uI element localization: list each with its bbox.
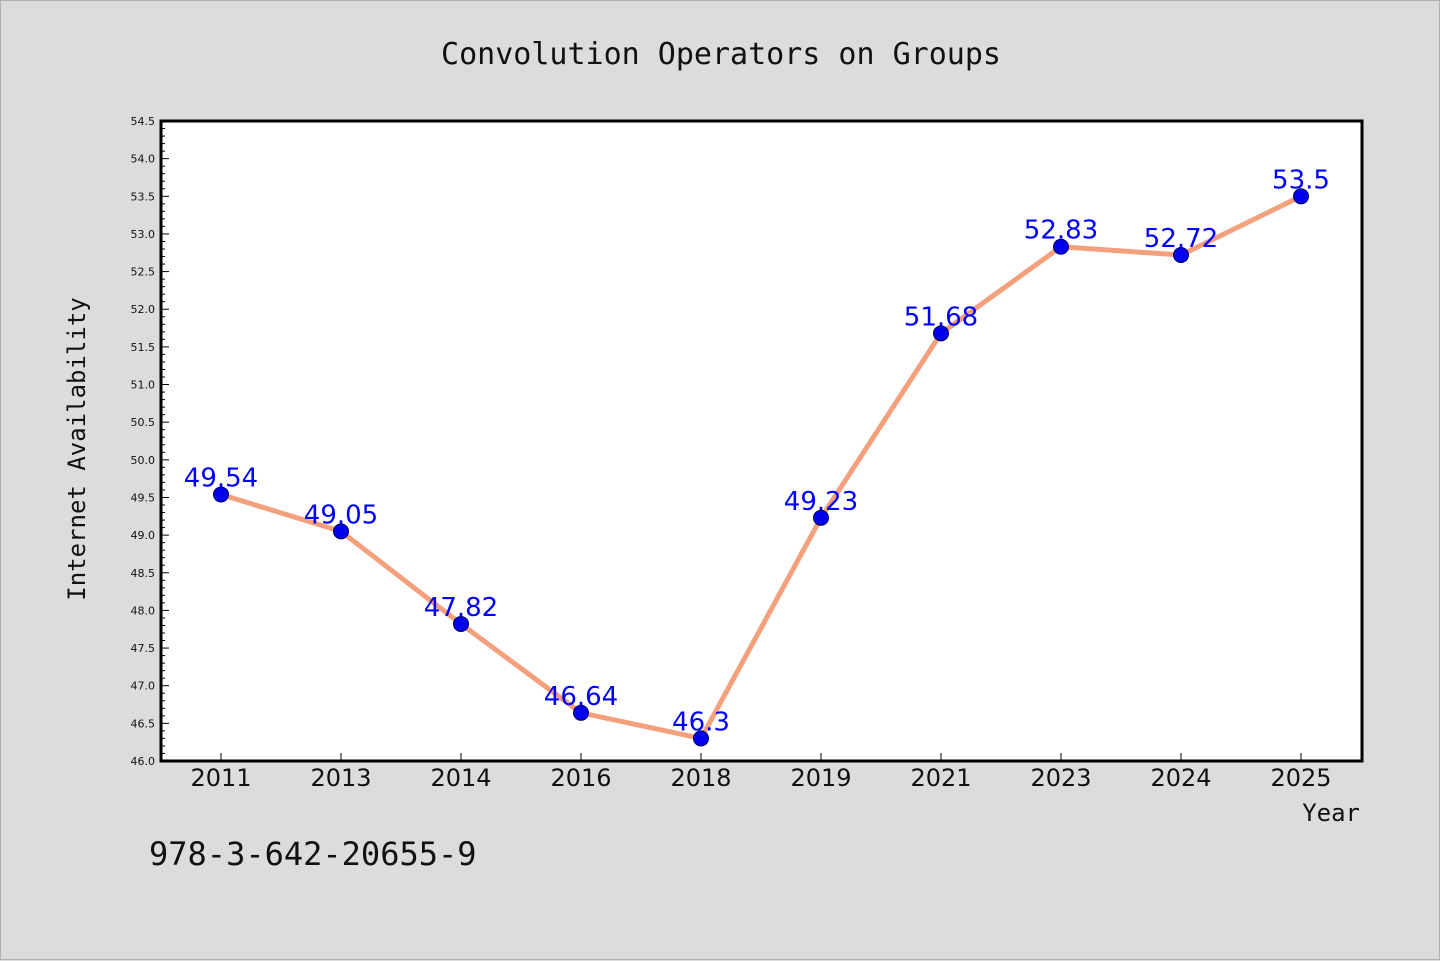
- data-label: 46.64: [544, 682, 618, 712]
- data-point: [813, 509, 829, 526]
- chart-title: Convolution Operators on Groups: [441, 37, 1001, 72]
- y-axis: 46.0 46.5 47.0 47.5 48.0 48.5 49.0 49.5 50.0 50.5…: [131, 115, 169, 768]
- y-tick-label: 47.0: [131, 680, 156, 693]
- x-tick-label: 2018: [670, 764, 731, 792]
- data-point: [573, 704, 589, 721]
- y-tick-label: 51.0: [131, 379, 156, 392]
- data-point: [1053, 238, 1069, 255]
- y-tick-label: 48.5: [131, 567, 156, 580]
- x-tick-label: 2014: [430, 764, 491, 792]
- y-tick-label: 50.0: [131, 454, 156, 467]
- data-label: 47.82: [424, 593, 498, 623]
- y-tick-label: 54.5: [131, 115, 156, 128]
- data-point: [933, 325, 949, 342]
- data-point: [1173, 247, 1189, 264]
- plot-area: [159, 119, 1364, 763]
- y-tick-label: 49.5: [131, 491, 156, 504]
- x-tick-label: 2024: [1150, 764, 1211, 792]
- x-tick-label: 2021: [910, 764, 971, 792]
- series-line: [218, 193, 1304, 741]
- x-axis: 2011 2013 2014 2016 2018 2019 2021 2023 2024 2025: [190, 753, 1332, 792]
- x-axis-label: Year: [1302, 799, 1360, 827]
- data-point: [1293, 188, 1309, 205]
- y-axis-label: Internet Availability: [63, 297, 91, 600]
- data-point: [693, 730, 709, 747]
- y-tick-label: 48.0: [131, 604, 156, 617]
- x-tick-label: 2025: [1270, 764, 1331, 792]
- x-tick-label: 2016: [550, 764, 611, 792]
- data-label: 49.23: [784, 487, 858, 517]
- data-label: 46.3: [672, 707, 730, 737]
- data-label: 52.83: [1024, 216, 1098, 246]
- x-tick-label: 2019: [790, 764, 851, 792]
- series-layer: 49.54 49.05 47.82 46.64 46.3 49.23 51.68 52.83 5…: [184, 165, 1330, 747]
- data-label: 49.54: [184, 463, 258, 493]
- y-tick-label: 46.5: [131, 717, 156, 730]
- data-point: [453, 615, 469, 632]
- footnote-isbn: 978-3-642-20655-9: [149, 835, 477, 873]
- y-tick-label: 54.0: [131, 153, 156, 166]
- data-label: 49.05: [304, 500, 378, 530]
- data-label: 53.5: [1272, 165, 1330, 195]
- x-tick-label: 2011: [190, 764, 251, 792]
- y-tick-label: 53.0: [131, 228, 156, 241]
- data-label: 51.68: [904, 302, 978, 332]
- y-tick-label: 47.5: [131, 642, 156, 655]
- data-label: 52.72: [1144, 224, 1218, 254]
- y-tick-label: 53.5: [131, 190, 156, 203]
- y-tick-label: 51.5: [131, 341, 156, 354]
- y-tick-label: 52.0: [131, 303, 156, 316]
- x-tick-label: 2013: [310, 764, 371, 792]
- y-tick-label: 46.0: [131, 755, 156, 768]
- y-tick-label: 52.5: [131, 266, 156, 279]
- y-tick-label: 50.5: [131, 416, 156, 429]
- data-point: [213, 486, 229, 503]
- y-tick-label: 49.0: [131, 529, 156, 542]
- data-point: [333, 523, 349, 540]
- x-tick-label: 2023: [1030, 764, 1091, 792]
